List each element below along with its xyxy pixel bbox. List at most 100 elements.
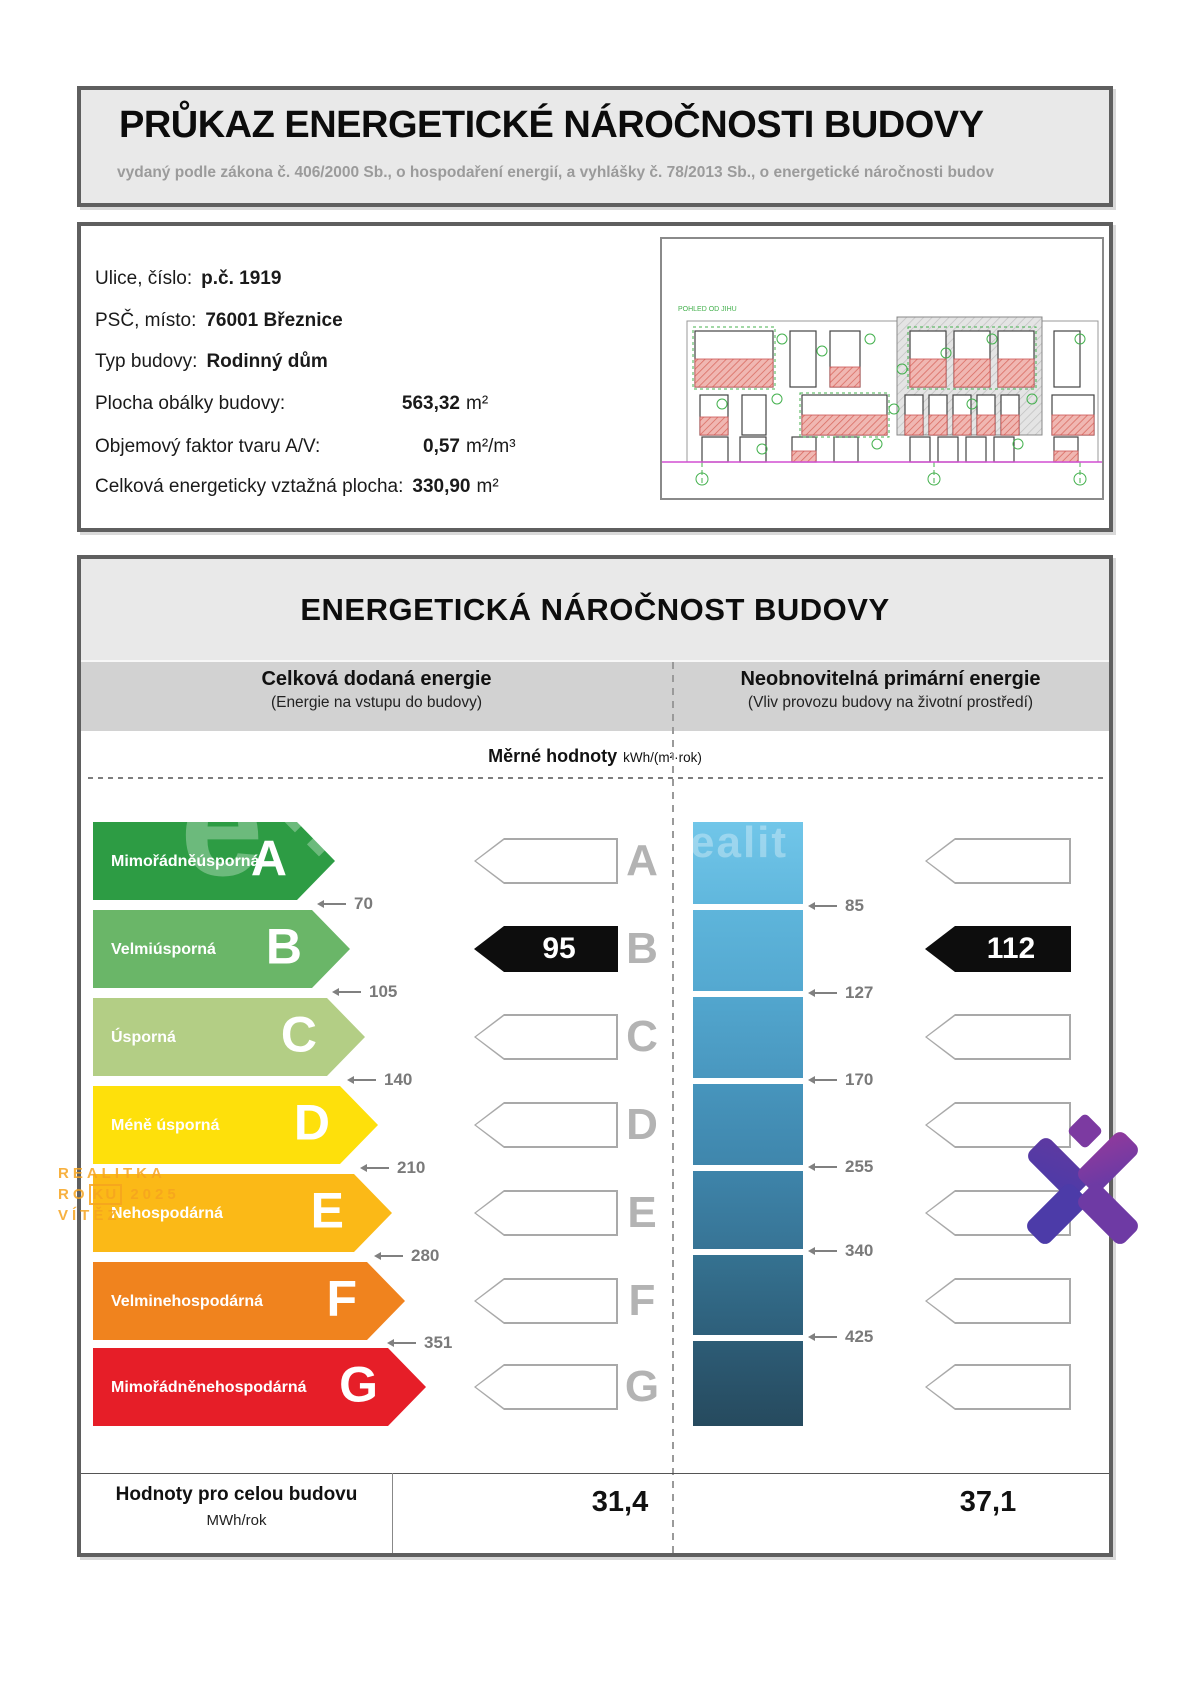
threshold-value: 127	[845, 983, 874, 1002]
class-label: Úsporná	[111, 1028, 176, 1046]
left-arrow-glyph	[808, 1247, 837, 1255]
footer-cell-divider	[392, 1473, 393, 1553]
class-label: Velmi	[111, 940, 153, 958]
threshold-value: 351	[424, 1333, 453, 1352]
scale-letter: D	[626, 1100, 658, 1149]
award-line2-pre: RO	[58, 1186, 89, 1203]
certificate-header-box	[77, 86, 1113, 207]
threshold-left: 351	[387, 1333, 453, 1353]
threshold-left: 280	[374, 1246, 440, 1266]
primary-scale-segment	[693, 822, 803, 904]
watermark-checker-diamond	[282, 784, 356, 857]
class-arrow-F: Velminehospodárná F	[93, 1262, 405, 1340]
rating-arrow-empty	[474, 838, 618, 884]
column-title: Neobnovitelná primární energie	[740, 668, 1041, 690]
threshold-value: 140	[384, 1070, 413, 1089]
left-arrow-glyph	[808, 989, 837, 997]
rating-arrow-empty	[474, 1278, 618, 1324]
class-label: Mimořádně	[111, 1378, 197, 1396]
threshold-left: 210	[360, 1158, 426, 1178]
threshold-right: 127	[808, 983, 874, 1003]
rating-arrow-empty	[925, 1014, 1071, 1060]
column-separator-dashed	[672, 662, 674, 1553]
threshold-right: 425	[808, 1327, 873, 1347]
threshold-value: 255	[845, 1157, 874, 1176]
whole-building-label: Hodnoty pro celou budovu	[115, 1484, 358, 1505]
info-value: 330,90	[412, 476, 471, 497]
class-letter: F	[326, 1270, 357, 1327]
info-row-envelope-area: Plocha obálky budovy: 563,32 m²	[95, 393, 488, 415]
energy-section-title: ENERGETICKÁ NÁROČNOST BUDOVY	[300, 592, 890, 627]
class-arrow-A: Mimořádněúsporná A	[93, 822, 335, 900]
column-title: Celková dodaná energie	[261, 668, 492, 690]
column-subtitle: (Energie na vstupu do budovy)	[270, 694, 483, 711]
left-arrow-glyph	[808, 1333, 837, 1341]
award-line3: VÍTĚZ	[58, 1207, 121, 1224]
delivered-energy-rating-arrow: 95	[474, 926, 618, 972]
threshold-left: 105	[332, 982, 397, 1002]
whole-building-delivered-value: 31,4	[591, 1486, 649, 1518]
threshold-right: 255	[808, 1157, 874, 1177]
dotted-divider	[88, 777, 1106, 779]
info-row-street: Ulice, číslo: p.č. 1919	[95, 268, 281, 290]
rating-arrow-empty	[925, 838, 1071, 884]
primary-scale-segment	[693, 997, 803, 1078]
class-arrow-E: Nehospodárná E	[93, 1174, 392, 1252]
drawing-caption: POHLED OD JIHU	[678, 306, 737, 313]
whole-building-unit: MWh/rok	[206, 1512, 267, 1529]
info-label: Plocha obálky budovy:	[95, 393, 286, 414]
rating-arrow-empty	[474, 1364, 618, 1410]
threshold-value: 170	[845, 1070, 874, 1089]
left-arrow-glyph	[347, 1076, 376, 1084]
info-row-zip-city: PSČ, místo: 76001 Březnice	[95, 310, 343, 332]
info-label: Celková energeticky vztažná plocha:	[95, 476, 404, 497]
class-letter: A	[250, 830, 287, 887]
rating-arrow-empty	[474, 1102, 618, 1148]
class-letter: E	[310, 1182, 344, 1239]
certificate-subtitle: vydaný podle zákona č. 406/2000 Sb., o h…	[117, 164, 994, 181]
class-letter: D	[293, 1094, 330, 1151]
threshold-value: 210	[397, 1158, 426, 1177]
scale-letter: E	[627, 1188, 657, 1237]
class-arrow-G: Mimořádněnehospodárná G	[93, 1348, 426, 1426]
class-label: Méně úsporná	[111, 1116, 220, 1134]
scale-letter: G	[624, 1362, 660, 1411]
rating-arrow-empty	[925, 1278, 1071, 1324]
class-label: Velmi	[111, 1292, 153, 1310]
building-elevation-svg: POHLED OD JIHU	[662, 306, 1102, 486]
info-label: Objemový faktor tvaru A/V:	[95, 436, 321, 457]
left-arrow-glyph	[332, 988, 361, 996]
class-arrow-C: Úsporná C	[93, 998, 365, 1076]
primary-energy-value: 112	[986, 932, 1036, 965]
column-header-primary-energy: Neobnovitelná primární energie (Vliv pro…	[672, 668, 1109, 712]
watermark-letter-e: e	[180, 739, 264, 907]
left-arrow-glyph	[360, 1164, 389, 1172]
building-elevation-drawing: POHLED OD JIHU	[660, 237, 1104, 500]
class-arrow-B: Velmiúsporná B	[93, 910, 350, 988]
award-line2-post: 2025	[130, 1186, 180, 1203]
threshold-value: 340	[845, 1241, 874, 1260]
class-label: Mimořádně	[111, 852, 197, 870]
watermark-bar-text: ealit	[690, 818, 789, 867]
info-label: PSČ, místo:	[95, 310, 197, 331]
primary-scale-segment	[693, 1341, 803, 1426]
specific-values-label: Měrné hodnoty kWh/(m²·rok)	[81, 746, 1109, 767]
class-label: úsporná	[196, 852, 260, 870]
class-letter: C	[280, 1006, 317, 1063]
column-header-delivered-energy: Celková dodaná energie (Energie na vstup…	[81, 668, 672, 712]
threshold-value: 70	[354, 894, 373, 913]
scale-letter: C	[626, 1012, 658, 1061]
column-subtitle: (Vliv provozu budovy na životní prostřed…	[747, 694, 1034, 711]
threshold-value: 280	[411, 1246, 440, 1265]
primary-scale-segment	[693, 1171, 803, 1249]
class-label: úsporná	[152, 940, 216, 958]
info-unit: m²	[466, 393, 489, 414]
threshold-value: 85	[845, 896, 864, 915]
rating-arrow-empty	[474, 1014, 618, 1060]
info-row-av-factor: Objemový faktor tvaru A/V: 0,57 m²/m³	[95, 436, 516, 458]
award-line1: REALITKA	[58, 1165, 166, 1182]
info-value: 563,32	[401, 393, 460, 414]
info-label: Ulice, číslo:	[95, 268, 193, 289]
info-value: p.č. 1919	[201, 268, 282, 289]
